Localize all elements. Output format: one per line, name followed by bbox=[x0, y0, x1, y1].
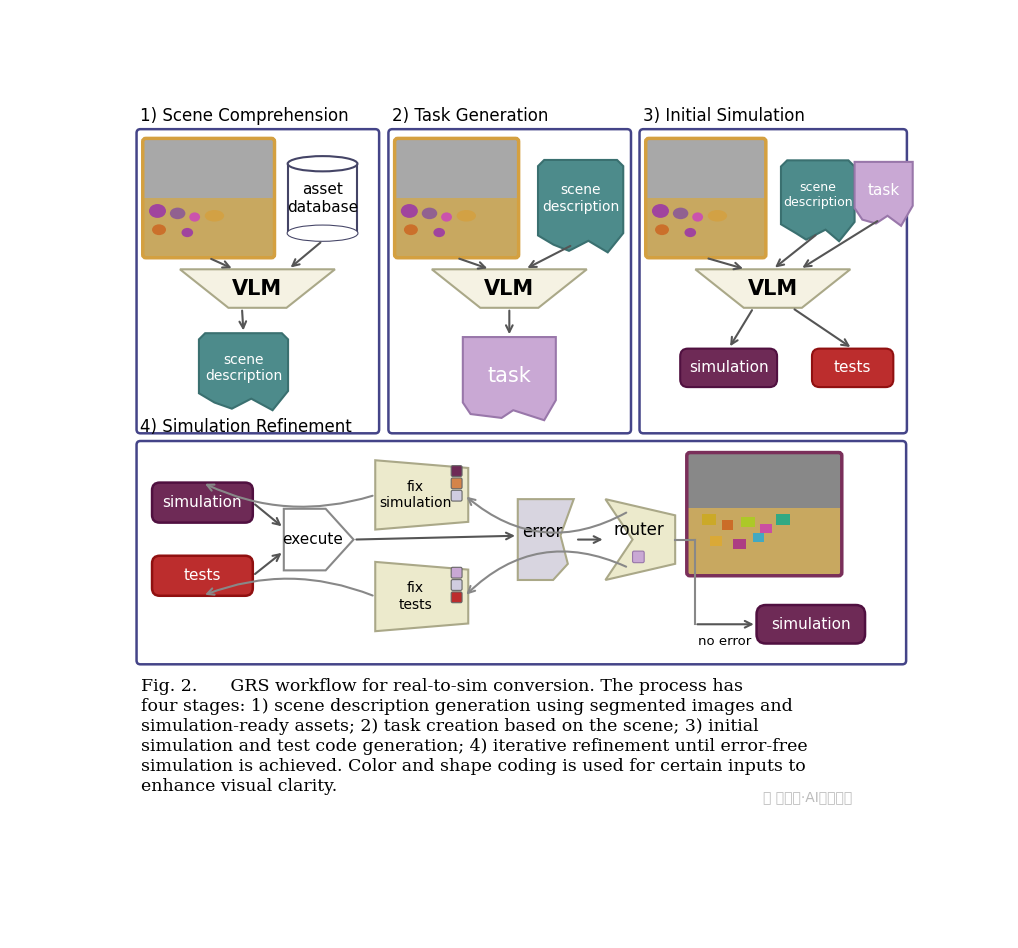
Polygon shape bbox=[463, 337, 556, 420]
Text: 📱 公众号·AI生成未来: 📱 公众号·AI生成未来 bbox=[762, 791, 852, 805]
Ellipse shape bbox=[401, 204, 417, 218]
Text: no error: no error bbox=[698, 635, 751, 647]
Text: Fig. 2.      GRS workflow for real-to-sim conversion. The process has: Fig. 2. GRS workflow for real-to-sim con… bbox=[142, 678, 743, 695]
Text: fix
tests: fix tests bbox=[399, 581, 433, 611]
Polygon shape bbox=[376, 461, 468, 530]
Polygon shape bbox=[854, 162, 913, 226]
Text: error: error bbox=[521, 523, 562, 541]
Ellipse shape bbox=[655, 225, 669, 235]
Text: four stages: 1) scene description generation using segmented images and: four stages: 1) scene description genera… bbox=[142, 698, 793, 715]
Text: router: router bbox=[614, 521, 664, 539]
Polygon shape bbox=[518, 500, 574, 580]
Text: simulation is achieved. Color and shape coding is used for certain inputs to: simulation is achieved. Color and shape … bbox=[142, 758, 806, 775]
Bar bbox=[776, 514, 790, 525]
Ellipse shape bbox=[170, 208, 185, 219]
FancyBboxPatch shape bbox=[632, 551, 644, 563]
Ellipse shape bbox=[404, 225, 417, 235]
Polygon shape bbox=[781, 160, 854, 241]
Polygon shape bbox=[695, 269, 850, 308]
Ellipse shape bbox=[692, 212, 703, 222]
Ellipse shape bbox=[434, 228, 445, 237]
FancyBboxPatch shape bbox=[639, 129, 907, 433]
FancyBboxPatch shape bbox=[451, 567, 462, 578]
Ellipse shape bbox=[652, 204, 669, 218]
Ellipse shape bbox=[205, 210, 224, 222]
Text: asset
database: asset database bbox=[287, 182, 358, 214]
Bar bbox=[733, 538, 746, 549]
Text: 4) Simulation Refinement: 4) Simulation Refinement bbox=[139, 418, 351, 436]
Bar bbox=[722, 520, 733, 530]
Bar bbox=[143, 198, 275, 258]
Bar bbox=[741, 517, 755, 527]
Bar bbox=[687, 452, 842, 508]
Text: task: task bbox=[867, 183, 900, 198]
FancyBboxPatch shape bbox=[680, 349, 777, 387]
Text: 2) Task Generation: 2) Task Generation bbox=[392, 106, 548, 124]
FancyBboxPatch shape bbox=[451, 579, 462, 591]
Ellipse shape bbox=[288, 226, 357, 241]
Text: simulation: simulation bbox=[689, 360, 769, 375]
Ellipse shape bbox=[181, 228, 193, 237]
Ellipse shape bbox=[441, 212, 452, 222]
Text: tests: tests bbox=[183, 568, 221, 583]
Text: 1) Scene Comprehension: 1) Scene Comprehension bbox=[139, 106, 348, 124]
FancyBboxPatch shape bbox=[451, 465, 462, 477]
Polygon shape bbox=[180, 269, 335, 308]
Text: execute: execute bbox=[282, 532, 343, 547]
Polygon shape bbox=[432, 269, 586, 308]
Polygon shape bbox=[284, 509, 353, 571]
Text: VLM: VLM bbox=[485, 279, 534, 299]
Ellipse shape bbox=[189, 212, 201, 222]
Ellipse shape bbox=[288, 226, 357, 241]
Polygon shape bbox=[606, 500, 675, 580]
Ellipse shape bbox=[684, 228, 696, 237]
Text: simulation: simulation bbox=[163, 495, 242, 510]
Ellipse shape bbox=[457, 210, 476, 222]
Bar bbox=[395, 138, 518, 198]
Bar bbox=[395, 198, 518, 258]
Bar bbox=[645, 198, 766, 258]
Text: VLM: VLM bbox=[748, 279, 798, 299]
Text: fix
simulation: fix simulation bbox=[380, 480, 452, 510]
Ellipse shape bbox=[152, 225, 166, 235]
Ellipse shape bbox=[708, 210, 727, 222]
FancyBboxPatch shape bbox=[136, 441, 906, 665]
Text: simulation-ready assets; 2) task creation based on the scene; 3) initial: simulation-ready assets; 2) task creatio… bbox=[142, 719, 758, 736]
Bar bbox=[143, 138, 275, 198]
FancyBboxPatch shape bbox=[451, 490, 462, 501]
Text: VLM: VLM bbox=[232, 279, 283, 299]
FancyBboxPatch shape bbox=[812, 349, 894, 387]
Text: scene
description: scene description bbox=[542, 183, 619, 213]
Polygon shape bbox=[538, 160, 623, 252]
Bar bbox=[702, 514, 717, 525]
Bar bbox=[687, 508, 842, 575]
Polygon shape bbox=[199, 333, 288, 410]
FancyBboxPatch shape bbox=[136, 129, 379, 433]
FancyBboxPatch shape bbox=[152, 483, 252, 522]
Ellipse shape bbox=[673, 208, 688, 219]
FancyBboxPatch shape bbox=[451, 478, 462, 489]
Text: simulation and test code generation; 4) iterative refinement until error-free: simulation and test code generation; 4) … bbox=[142, 738, 808, 756]
Bar bbox=[645, 138, 766, 198]
Ellipse shape bbox=[421, 208, 438, 219]
Text: tests: tests bbox=[834, 360, 871, 375]
FancyBboxPatch shape bbox=[451, 592, 462, 603]
Bar bbox=[710, 537, 722, 546]
FancyBboxPatch shape bbox=[756, 605, 865, 644]
Text: 3) Initial Simulation: 3) Initial Simulation bbox=[642, 106, 804, 124]
Bar bbox=[752, 533, 765, 542]
Text: task: task bbox=[488, 366, 531, 386]
Ellipse shape bbox=[149, 204, 166, 218]
Text: simulation: simulation bbox=[771, 617, 851, 631]
Text: scene
description: scene description bbox=[205, 353, 282, 383]
Bar bbox=[288, 164, 357, 233]
FancyBboxPatch shape bbox=[389, 129, 631, 433]
Bar bbox=[760, 524, 772, 534]
Polygon shape bbox=[376, 562, 468, 631]
Ellipse shape bbox=[288, 156, 357, 172]
Text: scene
description: scene description bbox=[783, 181, 853, 209]
FancyBboxPatch shape bbox=[152, 556, 252, 595]
Text: enhance visual clarity.: enhance visual clarity. bbox=[142, 778, 337, 795]
